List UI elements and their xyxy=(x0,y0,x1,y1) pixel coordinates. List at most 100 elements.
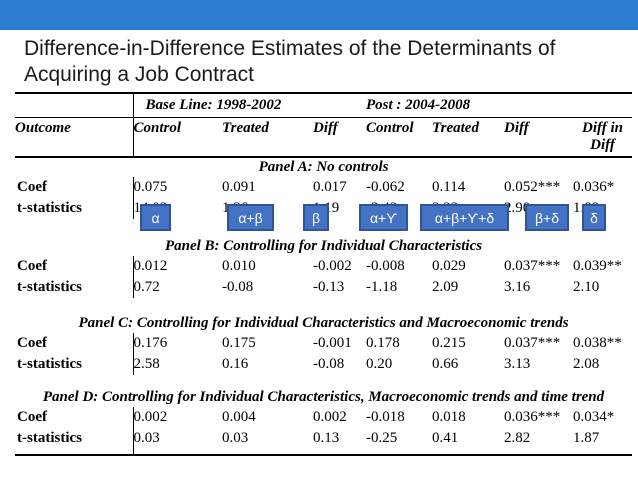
row-label-tstat: t-statistics xyxy=(17,200,82,216)
spacer-row xyxy=(15,375,632,388)
column-header-control-1: Control xyxy=(132,117,222,158)
coef-cell: 0.114 xyxy=(432,179,466,195)
row-label-coef: Coef xyxy=(17,258,47,274)
panel-c-tstat-row: t-statistics 2.58 0.16 -0.08 0.20 0.66 3… xyxy=(15,354,632,375)
tstat-cell: 0.20 xyxy=(366,356,393,372)
tstat-cell: 3.13 xyxy=(504,356,531,372)
badge-alpha-plus-gamma: α+ϒ xyxy=(359,204,408,231)
panel-b-coef-row: Coef 0.012 0.010 -0.002 -0.008 0.029 0.0… xyxy=(15,256,632,277)
tstat-cell: -0.08 xyxy=(313,356,345,372)
panel-title: Panel D: Controlling for Individual Char… xyxy=(42,389,605,405)
tstat-cell: 2.90 xyxy=(504,200,531,216)
tstat-cell: -1.18 xyxy=(366,279,398,295)
column-header-diff-in-diff: Diff in Diff xyxy=(573,117,633,158)
panel-c-title-row: Panel C: Controlling for Individual Char… xyxy=(15,314,632,333)
badge-delta: δ xyxy=(582,204,606,231)
slide-title: Difference-in-Difference Estimates of th… xyxy=(24,37,556,87)
panel-d-title-row: Panel D: Controlling for Individual Char… xyxy=(15,388,632,407)
tstat-cell: 0.41 xyxy=(432,428,505,456)
coef-cell: -0.018 xyxy=(366,409,405,425)
badge-beta-plus-delta: β+δ xyxy=(525,204,569,231)
tstat-cell: 2.08 xyxy=(573,356,600,372)
coef-cell: 0.037*** xyxy=(504,335,561,351)
tstat-cell: 0.03 xyxy=(132,428,222,456)
tstat-cell: 0.66 xyxy=(432,356,459,372)
coef-cell: 0.017 xyxy=(313,179,347,195)
panel-a-coef-row: Coef 0.075 0.091 0.017 -0.062 0.114 0.05… xyxy=(15,177,632,198)
tstat-cell: 0.13 xyxy=(313,428,367,456)
coef-cell: 0.091 xyxy=(222,179,256,195)
coef-cell: -0.008 xyxy=(366,258,405,274)
tstat-cell: 0.72 xyxy=(132,277,222,298)
group-header-row: Base Line: 1998-2002 Post : 2004-2008 xyxy=(15,92,633,118)
coef-cell: 0.004 xyxy=(222,409,256,425)
coef-cell: 0.002 xyxy=(313,409,347,425)
coef-cell: 0.175 xyxy=(222,335,256,351)
tstat-cell: 0.16 xyxy=(222,356,249,372)
coef-cell: 0.029 xyxy=(432,258,466,274)
tstat-cell: -0.13 xyxy=(313,279,345,295)
coef-cell: 0.038** xyxy=(573,335,622,351)
coef-cell: -0.001 xyxy=(313,335,352,351)
row-label-tstat: t-statistics xyxy=(17,279,82,295)
panel-title: Panel B: Controlling for Individual Char… xyxy=(164,238,483,254)
tstat-cell: 3.16 xyxy=(504,279,531,295)
accent-bar xyxy=(0,0,638,30)
tstat-cell: -0.25 xyxy=(366,428,433,456)
coef-cell: 0.002 xyxy=(132,407,222,428)
group-header-baseline: Base Line: 1998-2002 xyxy=(132,92,367,118)
did-estimates-table: Base Line: 1998-2002 Post : 2004-2008 Ou… xyxy=(15,92,633,456)
row-label-coef: Coef xyxy=(17,179,47,195)
tstat-cell: 2.82 xyxy=(504,428,574,456)
coef-cell: 0.018 xyxy=(432,409,466,425)
tstat-cell: 2.58 xyxy=(132,354,222,375)
coef-cell: 0.176 xyxy=(132,333,222,354)
tstat-cell: -0.08 xyxy=(222,279,254,295)
coef-cell: -0.062 xyxy=(366,179,405,195)
column-header-treated-2: Treated xyxy=(432,117,505,158)
tstat-cell: 0.03 xyxy=(222,428,313,456)
row-label-coef: Coef xyxy=(17,409,47,425)
group-header-spacer xyxy=(15,92,133,118)
panel-title: Panel A: No controls xyxy=(258,159,389,175)
coef-cell: 0.036* xyxy=(573,179,615,195)
coef-cell: -0.002 xyxy=(313,258,352,274)
panel-b-title-row: Panel B: Controlling for Individual Char… xyxy=(15,237,632,256)
panel-a-title-row: Panel A: No controls xyxy=(15,157,632,177)
panel-title: Panel C: Controlling for Individual Char… xyxy=(78,315,569,331)
coef-cell: 0.012 xyxy=(132,256,222,277)
row-label-tstat: t-statistics xyxy=(17,356,82,372)
coef-cell: 0.215 xyxy=(432,335,466,351)
coef-cell: 0.034* xyxy=(573,409,615,425)
panel-c-coef-row: Coef 0.176 0.175 -0.001 0.178 0.215 0.03… xyxy=(15,333,632,354)
coef-cell: 0.039** xyxy=(573,258,622,274)
tstat-cell: 2.09 xyxy=(432,279,459,295)
coef-cell: 0.037*** xyxy=(504,258,561,274)
group-header-spacer xyxy=(573,92,633,118)
column-header-row: Outcome Control Treated Diff Control Tre… xyxy=(15,117,633,158)
panel-d-tstat-row: t-statistics 0.03 0.03 0.13 -0.25 0.41 2… xyxy=(15,428,633,456)
column-header-treated-1: Treated xyxy=(222,117,313,158)
column-header-outcome: Outcome xyxy=(15,117,133,158)
coef-cell: 0.010 xyxy=(222,258,256,274)
column-header-diff-2: Diff xyxy=(504,117,574,158)
panel-b-tstat-row: t-statistics 0.72 -0.08 -0.13 -1.18 2.09… xyxy=(15,277,632,298)
badge-alpha: α xyxy=(140,204,171,231)
panel-d-coef-row: Coef 0.002 0.004 0.002 -0.018 0.018 0.03… xyxy=(15,407,632,428)
coef-cell: 0.075 xyxy=(132,177,222,198)
tstat-cell: 2.10 xyxy=(573,279,600,295)
badge-alpha-plus-beta: α+β xyxy=(227,204,274,231)
coef-cell: 0.036*** xyxy=(504,409,561,425)
coef-cell: 0.052*** xyxy=(504,179,561,195)
coef-cell: 0.178 xyxy=(366,335,400,351)
spacer-row xyxy=(15,298,632,314)
row-label-coef: Coef xyxy=(17,335,47,351)
badge-beta: β xyxy=(303,204,329,231)
column-header-diff-1: Diff xyxy=(313,117,367,158)
badge-alpha-beta-gamma-delta: α+β+ϒ+δ xyxy=(420,204,509,231)
tstat-cell: 1.87 xyxy=(573,428,633,456)
group-header-post: Post : 2004-2008 xyxy=(366,92,574,118)
row-label-tstat: t-statistics xyxy=(15,428,133,456)
column-header-control-2: Control xyxy=(366,117,433,158)
